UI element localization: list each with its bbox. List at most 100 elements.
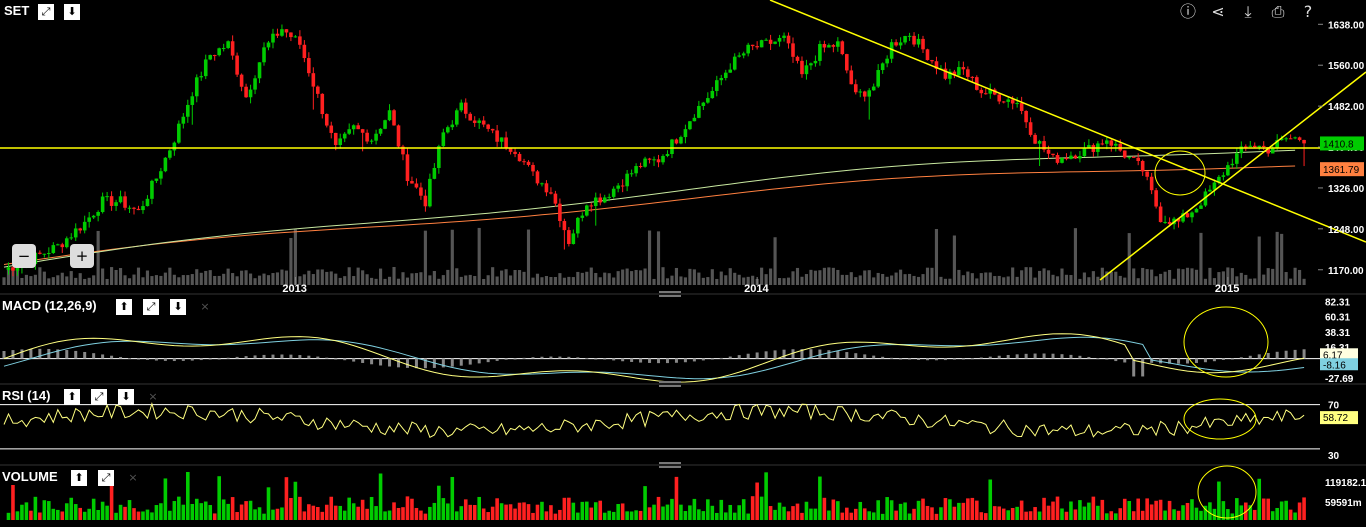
- volume-bar: [109, 479, 114, 520]
- volume-bar: [535, 504, 540, 520]
- volume-overlay-bar: [69, 271, 73, 285]
- volume-overlay-bar: [1011, 267, 1015, 285]
- candle-body: [912, 35, 916, 45]
- expand-icon[interactable]: ⤢: [143, 299, 159, 315]
- volume-overlay-bar: [387, 276, 392, 285]
- volume-overlay-bar: [1208, 267, 1212, 285]
- candle-body: [266, 42, 271, 48]
- candle-body: [450, 124, 455, 128]
- volume-overlay-bar: [1042, 268, 1046, 285]
- candle-body: [1140, 160, 1145, 172]
- help-icon[interactable]: ?: [1303, 2, 1313, 21]
- rsi-y-tick-label: 30: [1328, 451, 1340, 462]
- y-tick-label: 1638.00: [1328, 20, 1365, 31]
- move-up-icon[interactable]: ⬆: [116, 299, 132, 315]
- volume-overlay-bar: [1046, 270, 1051, 285]
- candle-body: [342, 133, 347, 139]
- volume-bar: [293, 481, 298, 520]
- candle-body: [625, 173, 629, 187]
- move-up-icon[interactable]: ⬆: [64, 389, 80, 405]
- candle-body: [862, 91, 867, 97]
- info-icon[interactable]: ⓘ: [1179, 2, 1196, 21]
- close-icon[interactable]: ×: [200, 300, 210, 313]
- macd-histogram-bar: [1132, 358, 1136, 377]
- volume-bar: [181, 504, 186, 520]
- volume-bar: [1001, 508, 1006, 520]
- volume-overlay-bar: [921, 274, 925, 285]
- volume-overlay-bar: [517, 270, 522, 285]
- arrow-down-icon[interactable]: ⬇: [64, 4, 80, 20]
- volume-bar: [280, 507, 284, 520]
- volume-bar: [871, 512, 876, 520]
- panel-resize-handle[interactable]: [659, 381, 681, 387]
- candle-body: [69, 237, 74, 239]
- zoom-out-icon[interactable]: −: [12, 244, 36, 268]
- volume-bar: [1239, 505, 1244, 520]
- macd-histogram-bar: [65, 350, 69, 359]
- candle-body: [159, 171, 163, 179]
- close-icon[interactable]: ×: [148, 390, 158, 403]
- volume-bar: [862, 508, 867, 520]
- print-icon[interactable]: ⎙: [1271, 2, 1285, 21]
- volume-overlay-bar: [647, 230, 652, 285]
- candle-body: [508, 147, 513, 152]
- volume-overlay-bar: [1029, 267, 1033, 285]
- expand-icon[interactable]: ⤢: [98, 470, 114, 486]
- close-icon[interactable]: ×: [128, 471, 138, 484]
- candle-body: [983, 93, 988, 95]
- macd-histogram-bar: [657, 358, 661, 364]
- panel-resize-handle[interactable]: [659, 462, 681, 468]
- macd-histogram-bar: [934, 358, 938, 361]
- macd-histogram-bar: [1248, 355, 1252, 359]
- candle-body: [199, 76, 204, 78]
- volume-overlay-bar: [1082, 272, 1086, 285]
- candle-body: [889, 42, 894, 59]
- macd-histogram-bar: [459, 358, 463, 366]
- volume-overlay-bar: [1020, 270, 1024, 285]
- volume-bar: [203, 501, 208, 520]
- candle-body: [419, 187, 423, 196]
- macd-histogram-bar: [74, 350, 78, 359]
- candle-body: [1212, 182, 1217, 190]
- macd-histogram-bar: [863, 354, 867, 359]
- move-down-icon[interactable]: ⬇: [170, 299, 186, 315]
- volume-overlay-bar: [1002, 277, 1006, 285]
- volume-overlay-bar: [845, 274, 849, 285]
- volume-bar: [244, 501, 248, 520]
- volume-bar: [979, 512, 984, 520]
- candle-body: [356, 125, 360, 130]
- macd-histogram-bar: [1087, 356, 1091, 359]
- candle-body: [867, 90, 872, 97]
- volume-overlay-bar: [83, 278, 87, 285]
- volume-overlay-bar: [934, 229, 939, 285]
- share-icon[interactable]: ⋖: [1211, 2, 1225, 21]
- volume-bar: [481, 508, 486, 520]
- expand-icon[interactable]: ⤢: [91, 389, 107, 405]
- rsi-line: [3, 401, 1305, 438]
- volume-bar: [795, 503, 800, 520]
- volume-overlay-bar: [289, 237, 293, 285]
- macd-histogram-bar: [38, 348, 42, 359]
- move-down-icon[interactable]: ⬇: [118, 389, 134, 405]
- candle-body: [316, 86, 320, 94]
- candle-body: [607, 196, 611, 198]
- macd-histogram-bar: [979, 357, 983, 359]
- volume-bar: [540, 501, 544, 520]
- move-up-icon[interactable]: ⬆: [71, 470, 87, 486]
- macd-histogram-bar: [414, 358, 418, 369]
- volume-bar: [230, 497, 235, 520]
- zoom-in-icon[interactable]: +: [70, 244, 94, 268]
- volume-bar: [1185, 502, 1190, 520]
- candle-body: [463, 102, 468, 114]
- volume-bar: [831, 499, 836, 520]
- download-icon[interactable]: ⤓: [1244, 2, 1252, 21]
- macd-histogram-bar: [226, 357, 230, 359]
- candle-body: [871, 86, 876, 91]
- volume-overlay-bar: [984, 272, 988, 285]
- volume-bar: [1257, 478, 1262, 520]
- candle-body: [853, 84, 858, 93]
- panel-resize-handle[interactable]: [659, 291, 681, 297]
- volume-overlay-bar: [325, 271, 329, 285]
- expand-icon[interactable]: ⤢: [38, 4, 54, 20]
